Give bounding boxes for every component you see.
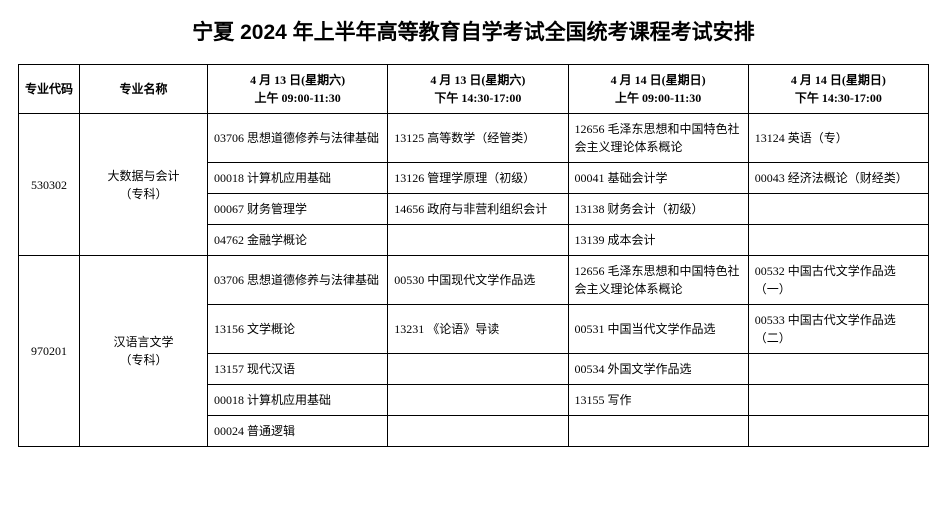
major-name-line1: 大数据与会计 xyxy=(107,169,179,183)
table-row: 530302 大数据与会计 （专科） 03706 思想道德修养与法律基础 131… xyxy=(19,114,929,163)
header-slot4-line1: 4 月 14 日(星期日) xyxy=(791,73,886,87)
course-cell: 13124 英语（专） xyxy=(748,114,928,163)
major-code: 970201 xyxy=(19,256,80,447)
header-slot1-line2: 上午 09:00-11:30 xyxy=(214,89,381,107)
header-slot2: 4 月 13 日(星期六) 下午 14:30-17:00 xyxy=(388,65,568,114)
course-cell: 03706 思想道德修养与法律基础 xyxy=(208,256,388,305)
course-cell xyxy=(748,225,928,256)
course-cell: 13155 写作 xyxy=(568,385,748,416)
header-slot2-line2: 下午 14:30-17:00 xyxy=(394,89,561,107)
course-cell xyxy=(748,416,928,447)
course-cell: 00531 中国当代文学作品选 xyxy=(568,305,748,354)
header-slot1: 4 月 13 日(星期六) 上午 09:00-11:30 xyxy=(208,65,388,114)
header-slot4: 4 月 14 日(星期日) 下午 14:30-17:00 xyxy=(748,65,928,114)
header-code: 专业代码 xyxy=(19,65,80,114)
header-slot3-line2: 上午 09:00-11:30 xyxy=(575,89,742,107)
page-title: 宁夏 2024 年上半年高等教育自学考试全国统考课程考试安排 xyxy=(18,16,929,46)
course-cell: 00533 中国古代文学作品选（二） xyxy=(748,305,928,354)
course-cell: 00067 财务管理学 xyxy=(208,194,388,225)
course-cell: 00534 外国文学作品选 xyxy=(568,354,748,385)
course-cell xyxy=(568,416,748,447)
major-name-line2: （专科） xyxy=(86,185,201,203)
header-row: 专业代码 专业名称 4 月 13 日(星期六) 上午 09:00-11:30 4… xyxy=(19,65,929,114)
course-cell: 12656 毛泽东思想和中国特色社会主义理论体系概论 xyxy=(568,114,748,163)
course-cell: 00043 经济法概论（财经类） xyxy=(748,163,928,194)
header-slot4-line2: 下午 14:30-17:00 xyxy=(755,89,922,107)
course-cell xyxy=(388,354,568,385)
course-cell: 13157 现代汉语 xyxy=(208,354,388,385)
course-cell: 00024 普通逻辑 xyxy=(208,416,388,447)
course-cell xyxy=(388,225,568,256)
course-cell xyxy=(388,416,568,447)
major-name-line1: 汉语言文学 xyxy=(113,335,173,349)
course-cell: 13231 《论语》导读 xyxy=(388,305,568,354)
course-cell: 03706 思想道德修养与法律基础 xyxy=(208,114,388,163)
course-cell: 13126 管理学原理（初级） xyxy=(388,163,568,194)
header-name: 专业名称 xyxy=(80,65,208,114)
header-slot1-line1: 4 月 13 日(星期六) xyxy=(250,73,345,87)
course-cell xyxy=(748,385,928,416)
course-cell: 04762 金融学概论 xyxy=(208,225,388,256)
course-cell: 14656 政府与非营利组织会计 xyxy=(388,194,568,225)
header-slot3: 4 月 14 日(星期日) 上午 09:00-11:30 xyxy=(568,65,748,114)
course-cell: 13125 高等数学（经管类） xyxy=(388,114,568,163)
major-code: 530302 xyxy=(19,114,80,256)
course-cell: 00041 基础会计学 xyxy=(568,163,748,194)
course-cell: 13156 文学概论 xyxy=(208,305,388,354)
header-slot2-line1: 4 月 13 日(星期六) xyxy=(430,73,525,87)
course-cell xyxy=(748,354,928,385)
course-cell: 00018 计算机应用基础 xyxy=(208,385,388,416)
course-cell: 13139 成本会计 xyxy=(568,225,748,256)
course-cell xyxy=(388,385,568,416)
course-cell: 12656 毛泽东思想和中国特色社会主义理论体系概论 xyxy=(568,256,748,305)
course-cell: 00530 中国现代文学作品选 xyxy=(388,256,568,305)
major-name-line2: （专科） xyxy=(86,351,201,369)
schedule-table: 专业代码 专业名称 4 月 13 日(星期六) 上午 09:00-11:30 4… xyxy=(18,64,929,447)
major-name: 汉语言文学 （专科） xyxy=(80,256,208,447)
course-cell: 13138 财务会计（初级） xyxy=(568,194,748,225)
course-cell: 00018 计算机应用基础 xyxy=(208,163,388,194)
course-cell: 00532 中国古代文学作品选（一） xyxy=(748,256,928,305)
header-slot3-line1: 4 月 14 日(星期日) xyxy=(611,73,706,87)
course-cell xyxy=(748,194,928,225)
table-row: 970201 汉语言文学 （专科） 03706 思想道德修养与法律基础 0053… xyxy=(19,256,929,305)
major-name: 大数据与会计 （专科） xyxy=(80,114,208,256)
